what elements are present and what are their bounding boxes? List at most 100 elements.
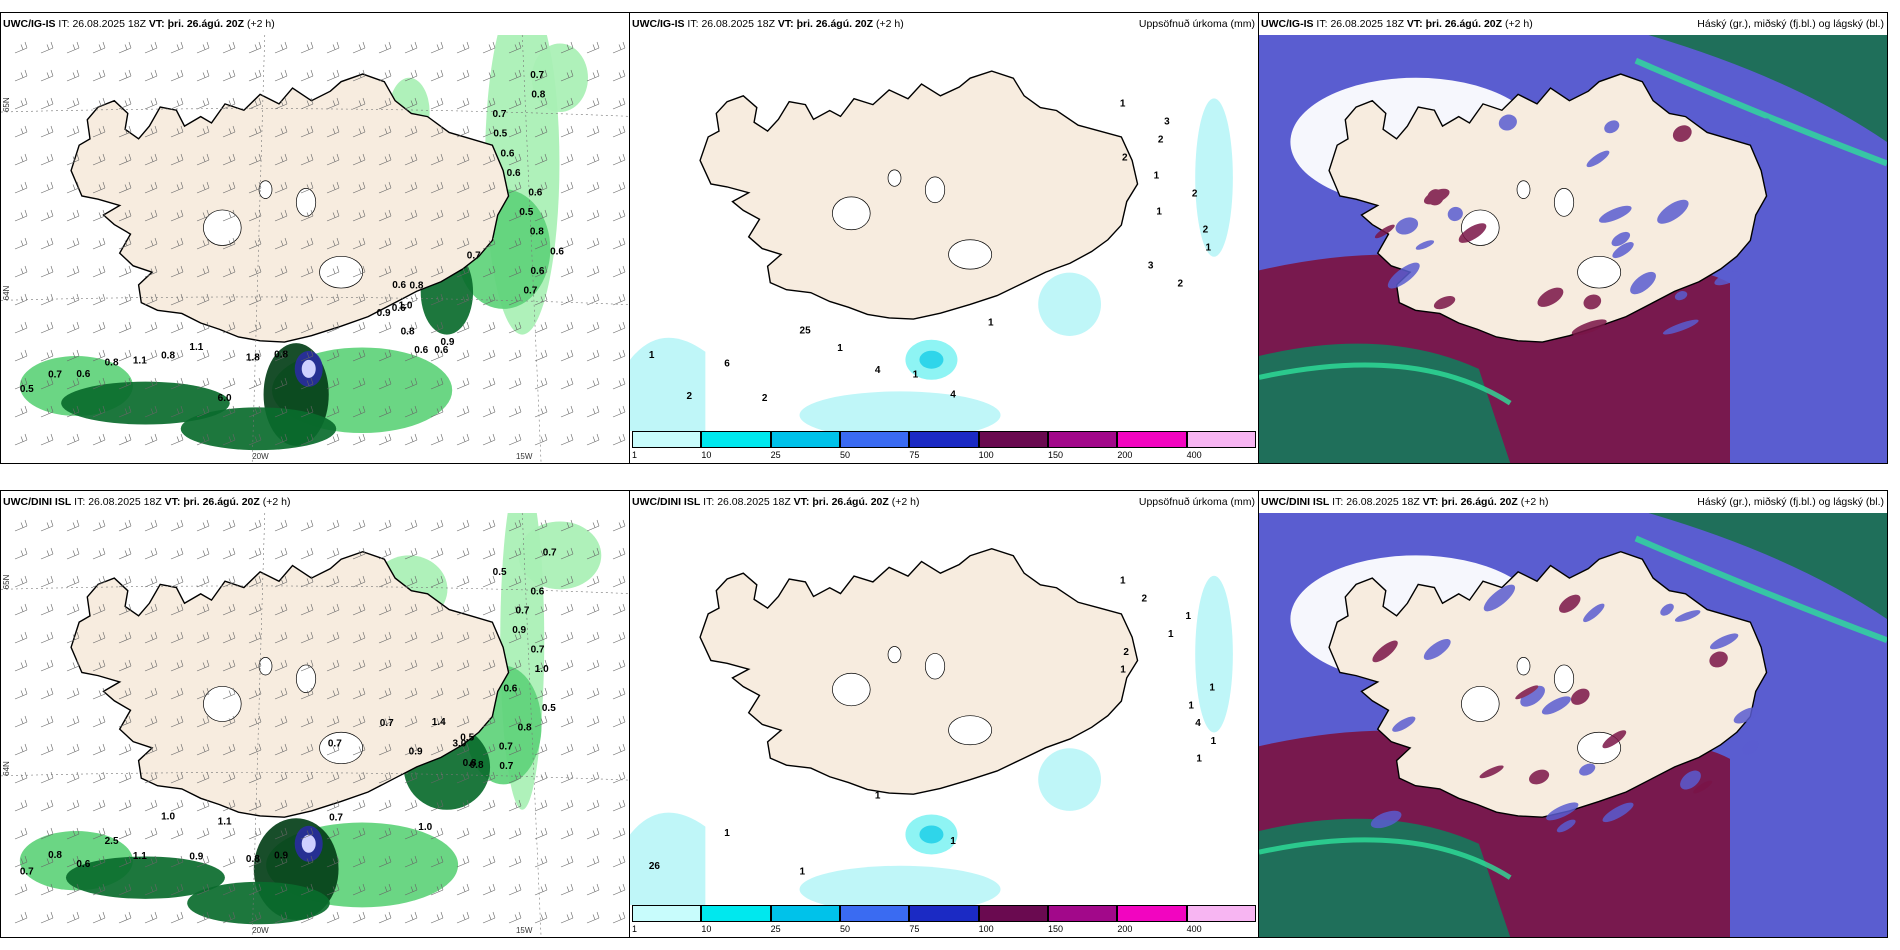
colorbar-swatch (1117, 431, 1187, 448)
valid-time-prefix: VT: (148, 18, 165, 30)
colorbar-tick: 150 (1048, 450, 1064, 460)
accum-value: 1 (1120, 576, 1126, 587)
colorbar-tick: 25 (770, 924, 781, 934)
cloud-cover-map (1259, 35, 1887, 463)
colorbar-tick: 1 (632, 924, 638, 934)
colorbar-tick: 100 (978, 450, 994, 460)
graticule (1, 35, 629, 463)
lon-label-15w: 15W (516, 452, 533, 461)
accum-value: 2 (1123, 647, 1129, 658)
rain-value: 0.8 (105, 357, 119, 368)
colorbar-swatch (701, 431, 771, 448)
colorbar-tick: 10 (701, 924, 712, 934)
panel-title: Háský (gr.), miðský (fj.bl.) og lágský (… (1697, 18, 1884, 30)
precip-colorbar: 1 10 25 50 75 100 150 200 400 (632, 905, 1256, 937)
rain-value: 0.7 (531, 645, 545, 656)
rain-value: 1.1 (133, 851, 147, 862)
rain-value: 0.7 (499, 761, 513, 772)
lon-label-15w: 15W (516, 926, 533, 935)
rain-value: 0.7 (499, 742, 513, 753)
accum-core-center (919, 825, 944, 844)
panel-header: UWC/DINI ISL IT: 26.08.2025 18Z VT: þri.… (1, 491, 629, 513)
valid-time: þri. 26.ágú. 20Z (796, 18, 874, 30)
rain-value: 0.9 (189, 852, 203, 863)
accum-shading (630, 98, 1233, 431)
init-time: 26.08.2025 18Z (1330, 18, 1404, 30)
accum-value: 2 (1203, 224, 1209, 235)
rain-value: 0.6 (528, 188, 542, 199)
rain-value: 0.5 (460, 733, 474, 744)
colorbar-swatch (978, 905, 1048, 922)
rain-value: 0.9 (441, 337, 455, 348)
rain-value: 0.6 (392, 280, 406, 291)
init-time-prefix: IT: (1332, 496, 1344, 508)
accum-value: 1 (649, 350, 655, 361)
rain-value: 1.1 (189, 342, 203, 353)
wind-barbs (14, 41, 626, 446)
panel-header: UWC/IG-IS IT: 26.08.2025 18Z VT: þri. 26… (630, 13, 1258, 35)
rain-value: 0.7 (329, 813, 343, 824)
colorbar-tick: 1 (632, 450, 638, 460)
colorbar-tick: 50 (840, 450, 851, 460)
accum-value: 6 (724, 359, 730, 370)
lat-label-64n: 64N (2, 761, 11, 776)
accum-value: 1 (1209, 682, 1215, 693)
init-time: 26.08.2025 18Z (72, 18, 146, 30)
init-time: 26.08.2025 18Z (88, 496, 162, 508)
init-time: 26.08.2025 18Z (1346, 496, 1420, 508)
colorbar-swatch (770, 905, 840, 922)
rain-value: 2.5 (105, 836, 119, 847)
rain-value: 0.6 (434, 345, 448, 356)
accum-value: 2 (1158, 134, 1164, 145)
accum-value: 1 (875, 791, 881, 802)
rain-value: 0.8 (463, 758, 477, 769)
cloud-streaks (1374, 114, 1770, 336)
rain-value: 1.0 (418, 822, 432, 833)
colorbar-tick: 200 (1117, 924, 1133, 934)
accum-value: 25 (800, 325, 812, 336)
init-time-prefix: IT: (687, 18, 699, 30)
rain-value: 0.7 (380, 718, 394, 729)
rain-value: 0.9 (512, 625, 526, 636)
colorbar-swatch (632, 905, 702, 922)
rain-value: 1.0 (161, 811, 175, 822)
lon-label-20w: 20W (252, 926, 269, 935)
rain-value: 0.6 (501, 148, 515, 159)
rain-value-labels: 0.70.80.70.50.60.60.60.50.80.60.60.70.90… (20, 70, 565, 404)
panel-clouds-dini: UWC/DINI ISL IT: 26.08.2025 18Z VT: þri.… (1258, 490, 1888, 938)
valid-time: þri. 26.ágú. 20Z (1441, 496, 1518, 508)
colorbar-swatch (1048, 905, 1118, 922)
lead-time: (+2 h) (262, 496, 291, 508)
rain-value: 0.5 (20, 384, 34, 395)
rain-value: 0.9 (274, 850, 288, 861)
rain-value: 1.1 (133, 356, 147, 367)
colorbar-swatch (909, 905, 979, 922)
rain-value: 0.6 (530, 586, 544, 597)
cloud-cover-map (1259, 513, 1887, 937)
rain-value: 0.7 (493, 109, 507, 120)
rain-value: 0.5 (519, 207, 533, 218)
lead-time: (+2 h) (875, 18, 904, 30)
accum-value: 1 (1120, 98, 1126, 109)
lead-time: (+2 h) (1504, 18, 1533, 30)
accum-value: 2 (687, 391, 693, 402)
init-time: 26.08.2025 18Z (701, 18, 775, 30)
rain-value: 0.7 (328, 738, 342, 749)
rain-value: 0.7 (523, 286, 537, 297)
rain-value: 0.8 (531, 89, 545, 100)
rain-value: 0.6 (550, 246, 564, 257)
accum-value: 1 (988, 318, 994, 329)
rain-value: 0.9 (409, 746, 423, 757)
colorbar-swatch (1117, 905, 1187, 922)
iceland-land (1329, 552, 1766, 818)
valid-time: þri. 26.ágú. 20Z (1425, 18, 1503, 30)
lon-label-20w: 20W (252, 452, 269, 461)
colorbar-swatch (632, 431, 702, 448)
init-time: 26.08.2025 18Z (717, 496, 791, 508)
rain-value: 0.9 (377, 308, 391, 319)
accum-value: 1 (1196, 754, 1202, 765)
panel-header: UWC/DINI ISL IT: 26.08.2025 18Z VT: þri.… (1259, 491, 1887, 513)
